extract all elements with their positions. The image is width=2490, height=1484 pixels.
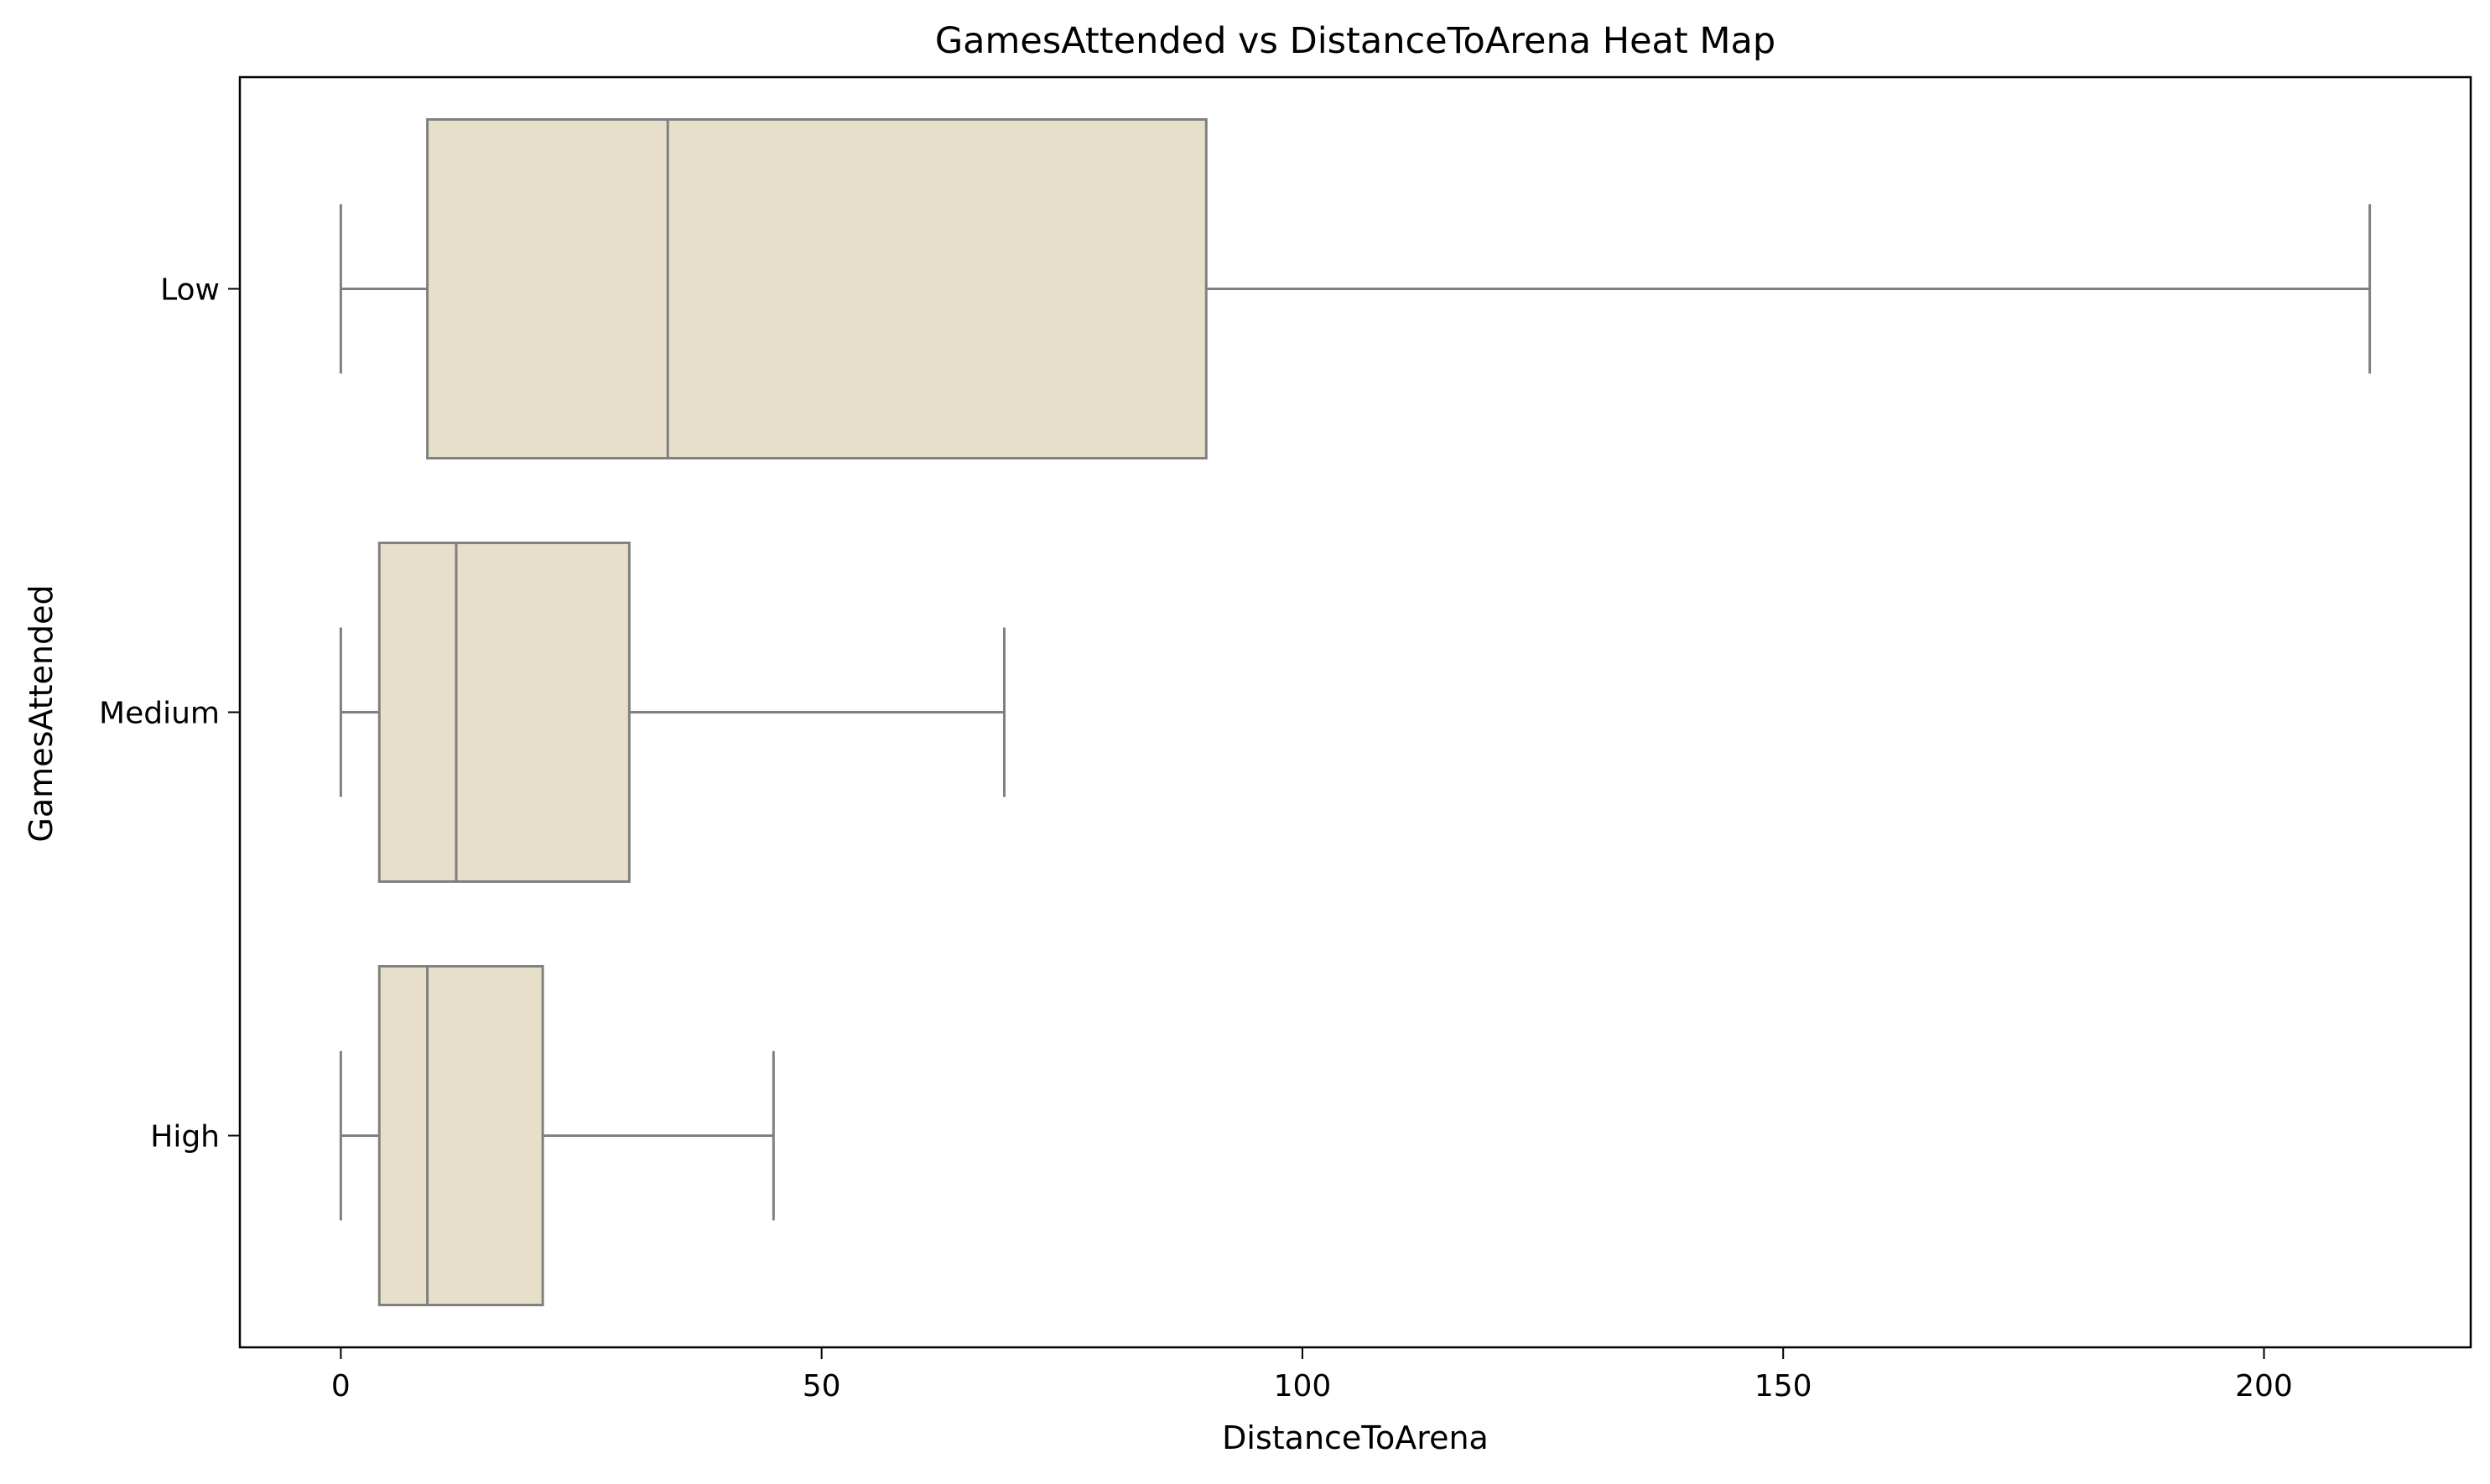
chart-title: GamesAttended vs DistanceToArena Heat Ma… <box>935 20 1775 62</box>
axes-frame <box>238 75 2472 1349</box>
plot-area: 0 50 100 150 200 Low Medium High <box>99 118 2372 1404</box>
y-tick-label: Medium <box>99 697 220 731</box>
box-iqr <box>426 118 1208 459</box>
x-tick-label: 100 <box>1274 1369 1332 1404</box>
x-axis-label: DistanceToArena <box>1222 1419 1489 1456</box>
x-tick-label: 50 <box>803 1369 841 1404</box>
box-iqr <box>377 542 631 883</box>
x-tick-label: 200 <box>2235 1369 2293 1404</box>
y-tick-label: High <box>150 1120 220 1155</box>
box-iqr <box>377 965 544 1306</box>
x-tick-label: 0 <box>331 1369 351 1404</box>
y-axis-label: GamesAttended <box>23 584 60 842</box>
x-tick-label: 150 <box>1754 1369 1812 1404</box>
y-tick-label: Low <box>160 273 220 308</box>
